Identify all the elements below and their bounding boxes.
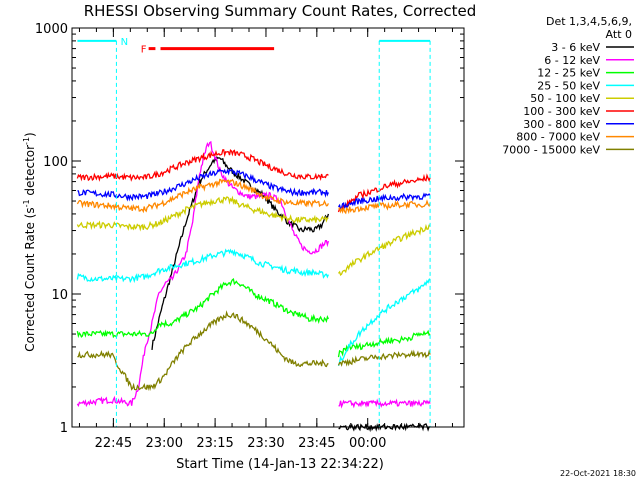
series-line-1-after-gap-segment-0: [338, 398, 431, 409]
legend-header-line-0: Det 1,3,4,5,6,9,: [546, 15, 632, 28]
x-tick-label-3: 23:30: [247, 436, 284, 451]
series-line-5-segment-0: [76, 148, 329, 182]
footer-timestamp: 22-Oct-2021 18:30: [560, 469, 636, 478]
legend-label-1: 6 - 12 keV: [544, 54, 600, 67]
flag-label-F: F: [141, 45, 147, 56]
legend-label-7: 800 - 7000 keV: [516, 131, 600, 144]
y-axis-label-part-b: detector: [23, 145, 37, 200]
series-line-5-after-gap-segment-0: [337, 173, 431, 213]
y-axis-label: Corrected Count Rate (s-1 detector-1): [22, 132, 37, 351]
y-axis-label-part-c: ): [23, 132, 37, 137]
x-tick-label-5: 00:00: [349, 436, 386, 451]
series-line-6-segment-0: [77, 168, 329, 202]
y-tick-label-0: 1: [60, 421, 68, 436]
series-line-0-segment-0: [151, 155, 330, 350]
legend-label-4: 50 - 100 keV: [530, 92, 600, 105]
plot-area: [72, 28, 464, 427]
flags-layer: NF: [77, 37, 431, 427]
axes-layer: 1 10 100 1000 22:45 23:00 23:15 23:30 23:45 00:00: [35, 22, 465, 451]
legend-header-line-1: Att 0: [606, 28, 632, 41]
series-line-7-after-gap-segment-0: [338, 199, 431, 215]
y-axis-label-sup-2: -1: [22, 137, 31, 145]
y-axis-label-part-a: Corrected Count Rate (s: [23, 207, 37, 351]
x-tick-label-1: 23:00: [146, 436, 183, 451]
series-line-4-after-gap-segment-0: [337, 223, 431, 276]
legend-label-5: 100 - 300 keV: [523, 105, 600, 118]
legend-label-2: 12 - 25 keV: [537, 67, 600, 80]
series-line-2-segment-0: [76, 278, 329, 339]
x-tick-label-4: 23:45: [298, 436, 335, 451]
legend-label-6: 300 - 800 keV: [523, 118, 600, 131]
series-line-6-after-gap-segment-0: [337, 192, 431, 211]
series-line-8-after-gap-segment-0: [337, 349, 431, 367]
legend-label-3: 25 - 50 keV: [537, 79, 600, 92]
plot-background: [72, 28, 464, 427]
series-line-4-segment-0: [76, 195, 329, 232]
y-tick-label-1: 10: [51, 288, 68, 303]
flag-label-N: N: [121, 37, 128, 48]
x-tick-label-2: 23:15: [196, 436, 233, 451]
series-line-3-after-gap-segment-0: [337, 278, 431, 367]
chart-title: RHESSI Observing Summary Count Rates, Co…: [84, 2, 477, 20]
plot-frame: [71, 27, 465, 428]
x-tick-label-0: 22:45: [95, 436, 132, 451]
y-tick-label-2: 100: [43, 155, 68, 170]
series-line-2-after-gap-segment-0: [337, 329, 431, 358]
series-line-8-segment-0: [77, 310, 329, 392]
y-axis-label-sup-1: -1: [22, 199, 31, 207]
legend-label-8: 7000 - 15000 keV: [502, 143, 600, 156]
series-line-7-segment-0: [76, 178, 329, 214]
y-tick-label-3: 1000: [35, 22, 68, 37]
series-line-3-segment-0: [76, 248, 329, 284]
x-axis-label: Start Time (14-Jan-13 22:34:22): [176, 457, 384, 472]
legend-label-0: 3 - 6 keV: [551, 41, 600, 54]
